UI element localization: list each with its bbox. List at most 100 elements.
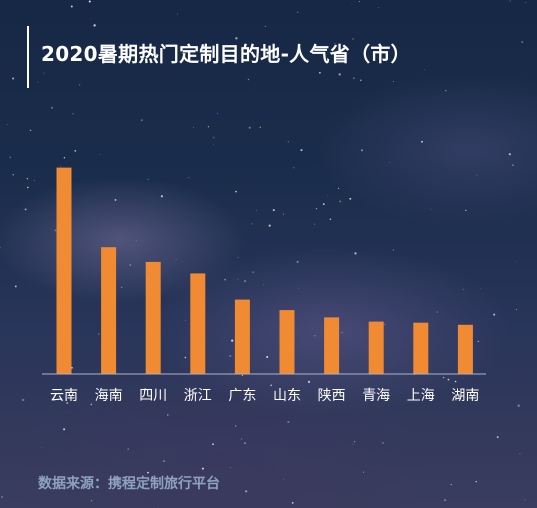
- star-dot: [475, 480, 477, 483]
- star-dot: [160, 195, 164, 198]
- star-dot: [283, 213, 285, 215]
- bar-7: [368, 321, 384, 374]
- star-dot: [188, 177, 190, 179]
- star-dot: [29, 129, 32, 132]
- star-dot: [287, 141, 289, 143]
- star-dot: [493, 313, 496, 316]
- star-dot: [129, 264, 132, 266]
- star-dot: [519, 453, 521, 455]
- x-tick-label: 上海: [407, 388, 435, 404]
- star-dot: [354, 441, 356, 443]
- star-dot: [26, 178, 29, 180]
- star-dot: [322, 203, 325, 206]
- star-dot: [147, 471, 149, 474]
- star-dot: [465, 209, 467, 212]
- x-tick-label: 青海: [362, 388, 390, 404]
- star-dot: [314, 223, 315, 225]
- star-dot: [512, 164, 514, 166]
- star-dot: [509, 0, 511, 2]
- star-dot: [175, 258, 177, 260]
- star-dot: [351, 3, 352, 5]
- star-dot: [147, 178, 149, 180]
- star-dot: [496, 436, 499, 439]
- star-dot: [477, 340, 479, 343]
- star-dot: [33, 180, 35, 182]
- star-dot: [224, 278, 227, 281]
- star-dot: [201, 467, 204, 470]
- star-dot: [251, 223, 253, 225]
- bar-1: [101, 247, 117, 374]
- star-dot: [157, 506, 159, 508]
- star-dot: [476, 174, 478, 176]
- star-dot: [352, 443, 354, 445]
- star-dot: [156, 62, 158, 64]
- star-dot: [424, 68, 425, 70]
- star-dot: [382, 442, 384, 444]
- star-dot: [508, 153, 511, 156]
- star-dot: [436, 311, 439, 313]
- star-dot: [235, 37, 238, 40]
- star-dot: [360, 149, 364, 152]
- star-dot: [229, 355, 232, 357]
- star-dot: [181, 52, 184, 55]
- star-dot: [1, 496, 3, 498]
- star-dot: [248, 126, 251, 129]
- star-dot: [332, 50, 334, 51]
- star-dot: [90, 500, 93, 502]
- star-dot: [163, 460, 165, 462]
- star-dot: [63, 428, 66, 431]
- bar-series: [56, 167, 473, 374]
- star-dot: [300, 149, 303, 152]
- star-dot: [66, 401, 69, 405]
- star-dot: [296, 260, 299, 263]
- star-dot: [287, 420, 290, 424]
- star-dot: [263, 284, 264, 286]
- star-dot: [514, 260, 516, 262]
- star-dot: [243, 279, 247, 283]
- star-dot: [339, 200, 342, 203]
- star-dot: [268, 224, 271, 227]
- star-dot: [393, 80, 394, 82]
- star-dot: [144, 388, 147, 391]
- star-dot: [43, 72, 45, 74]
- star-dot: [192, 126, 195, 128]
- star-dot: [98, 333, 100, 335]
- star-dot: [79, 84, 81, 86]
- star-dot: [293, 167, 295, 169]
- star-dot: [515, 308, 518, 311]
- star-dot: [231, 339, 234, 342]
- star-dot: [338, 73, 341, 76]
- star-dot: [54, 229, 57, 232]
- star-dot: [24, 208, 27, 211]
- star-dot: [363, 471, 364, 473]
- star-dot: [12, 77, 15, 80]
- star-dot: [135, 240, 137, 242]
- star-dot: [259, 126, 261, 128]
- star-dot: [360, 79, 362, 82]
- star-dot: [341, 332, 343, 334]
- star-dot: [93, 24, 96, 27]
- star-dot: [315, 208, 318, 210]
- star-dot: [283, 478, 284, 480]
- star-dot: [27, 186, 29, 189]
- star-dot: [90, 18, 91, 20]
- bar-3: [190, 273, 206, 374]
- star-dot: [334, 43, 336, 45]
- star-dot: [297, 11, 299, 13]
- x-tick-label: 四川: [139, 388, 167, 404]
- star-dot: [244, 442, 246, 444]
- star-dot: [60, 166, 61, 168]
- star-dot: [338, 187, 340, 189]
- star-dot: [392, 249, 394, 251]
- star-dot: [184, 356, 187, 359]
- star-dot: [237, 256, 239, 258]
- x-tick-label: 湖南: [451, 388, 479, 404]
- star-dot: [207, 126, 209, 128]
- bar-9: [457, 324, 473, 374]
- bar-6: [324, 317, 340, 374]
- star-dot: [177, 13, 178, 15]
- star-dot: [377, 6, 379, 8]
- star-dot: [140, 119, 143, 122]
